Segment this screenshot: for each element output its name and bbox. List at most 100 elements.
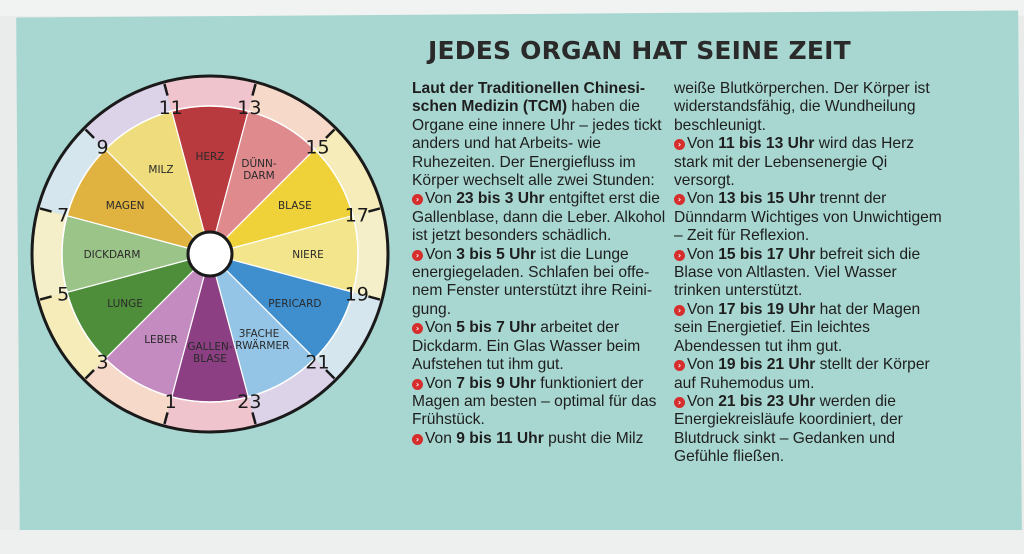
hour-tick [251, 83, 257, 96]
time-range: 7 bis 9 Uhr [456, 374, 536, 392]
clock-ring-segment [314, 128, 382, 216]
clock-ring-segment [163, 76, 257, 112]
intro-text: haben die Organe eine innere Uhr – jedes… [412, 98, 662, 190]
text-column-right: weiße Blutkörperchen. Der Kör­per ist wi… [674, 80, 944, 467]
time-item: Von 15 bis 17 Uhr befreit sich die Blase… [674, 246, 944, 301]
hour-tick [163, 83, 169, 96]
clock-ring-segment [84, 358, 172, 426]
time-range: 23 bis 3 Uhr [456, 190, 545, 208]
time-range: 3 bis 5 Uhr [456, 245, 536, 263]
time-range: 11 bis 13 Uhr [718, 135, 815, 153]
hour-tick [325, 369, 336, 380]
time-item: Von 3 bis 5 Uhr ist die Lunge energiegel… [412, 246, 674, 320]
clock-ring-segment [84, 82, 172, 150]
time-prefix: Von [687, 356, 719, 374]
clock-ring-segment [31, 207, 68, 301]
arrow-bullet-icon [412, 433, 423, 445]
organ-label: GALLEN-BLASE [187, 341, 233, 365]
organ-label: LUNGE [107, 298, 143, 310]
clock-ring-segment [248, 82, 336, 150]
time-range: 21 bis 23 Uhr [718, 392, 816, 410]
organ-clock: HERZ DÜNN-DARM BLASE NIERE PERICARD 3FACHE ERW… [30, 74, 390, 434]
arrow-bullet-icon [412, 378, 423, 390]
hour-label: 9 [96, 137, 108, 159]
time-prefix: Von [425, 374, 457, 392]
arrow-bullet-icon [674, 304, 685, 316]
hour-label: 23 [237, 391, 261, 413]
clock-center-hub [186, 230, 234, 278]
hour-label: 13 [237, 97, 261, 119]
text-column-left: Laut der Traditionellen Chinesi­schen Me… [412, 80, 674, 448]
time-item: Von 7 bis 9 Uhr funktioniert der Magen a… [412, 375, 674, 430]
arrow-bullet-icon [412, 323, 423, 335]
organ-label: 3FACHE ERWÄRMER [229, 328, 290, 352]
hour-label: 7 [57, 205, 69, 227]
time-item: Von 21 bis 23 Uhr werden die Energiekrei… [674, 393, 944, 467]
time-item: Von 13 bis 15 Uhr trennt der Dünndarm Wi… [674, 190, 944, 245]
time-prefix: Von [425, 429, 457, 447]
arrow-bullet-icon [674, 139, 685, 151]
time-description: funktioniert der Magen am besten – optim… [412, 374, 657, 429]
hour-tick [368, 295, 381, 301]
time-prefix: Von [687, 245, 719, 263]
organ-label: MAGEN [106, 200, 145, 212]
clock-inner-rim [61, 105, 359, 403]
time-item: Von 23 bis 3 Uhr entgiftet erst die Gall… [412, 190, 674, 245]
time-item: Von 11 bis 13 Uhr wird das Herz stark mi… [674, 135, 944, 190]
hour-tick [84, 369, 95, 380]
time-description: trennt der Dünndarm Wichtiges von Un­wic… [674, 190, 942, 245]
organ-label: BLASE [278, 200, 312, 212]
hour-label: 11 [159, 97, 183, 119]
hour-tick [84, 128, 95, 139]
hour-label: 5 [57, 283, 69, 305]
time-description: stellt der Kör­per auf Ruhemodus um. [674, 356, 930, 392]
continued-paragraph: weiße Blutkörperchen. Der Kör­per ist wi… [674, 80, 930, 134]
time-item: Von 9 bis 11 Uhr pusht die Milz [412, 430, 674, 448]
clock-ring-segment [352, 207, 388, 301]
organ-label: MILZ [148, 164, 173, 176]
time-description: pusht die Milz [543, 429, 644, 447]
article-title: JEDES ORGAN HAT SEINE ZEIT [428, 36, 851, 65]
time-item: Von 17 bis 19 Uhr hat der Ma­gen sein En… [674, 301, 944, 356]
time-prefix: Von [687, 190, 719, 208]
time-range: 9 bis 11 Uhr [456, 429, 544, 447]
time-description: hat der Ma­gen sein Energietief. Ein lei… [674, 300, 921, 355]
hour-tick [163, 412, 169, 425]
clock-outer-rim [30, 74, 390, 434]
time-description: ist die Lunge energiegeladen. Schlafen b… [412, 245, 653, 318]
time-item: Von 19 bis 21 Uhr stellt der Kör­per auf… [674, 356, 944, 393]
time-prefix: Von [687, 392, 719, 410]
time-prefix: Von [687, 300, 719, 318]
time-prefix: Von [687, 135, 719, 153]
hour-label: 21 [305, 351, 329, 373]
hour-tick [39, 295, 52, 301]
time-prefix: Von [425, 245, 457, 263]
time-range: 13 bis 15 Uhr [718, 190, 816, 208]
organ-label: DICKDARM [84, 249, 141, 261]
time-description: befreit sich die Blase von Altlasten. Vi… [674, 245, 921, 300]
clock-ring-segment [38, 292, 106, 380]
arrow-bullet-icon [674, 194, 685, 206]
clock-ring-segment [314, 292, 382, 380]
hour-label: 15 [305, 137, 329, 159]
hour-label: 19 [345, 283, 369, 305]
organ-label: HERZ [195, 151, 224, 163]
intro-paragraph: Laut der Traditionellen Chinesi­schen Me… [412, 80, 674, 190]
hour-tick [368, 207, 381, 213]
intro-bold: Laut der Traditionellen Chinesi­schen Me… [412, 80, 646, 116]
time-range: 19 bis 21 Uhr [718, 356, 816, 374]
time-description: wird das Herz stark mit der Lebensenergi… [674, 135, 915, 190]
hour-tick [39, 207, 52, 213]
arrow-bullet-icon [674, 396, 685, 408]
hour-tick [325, 128, 336, 139]
time-item: Von 5 bis 7 Uhr arbeitet der Dickdarm. E… [412, 319, 674, 374]
arrow-bullet-icon [674, 360, 685, 372]
time-prefix: Von [425, 319, 457, 337]
clock-ring-segment [163, 396, 257, 432]
organ-label: DÜNN-DARM [241, 157, 276, 182]
time-description: entgiftet erst die Gallenblase, dann die… [412, 190, 666, 245]
arrow-bullet-icon [412, 249, 423, 261]
paper-edge-bottom [0, 530, 1024, 554]
organ-label: PERICARD [268, 298, 321, 310]
organ-label: LEBER [144, 334, 178, 346]
